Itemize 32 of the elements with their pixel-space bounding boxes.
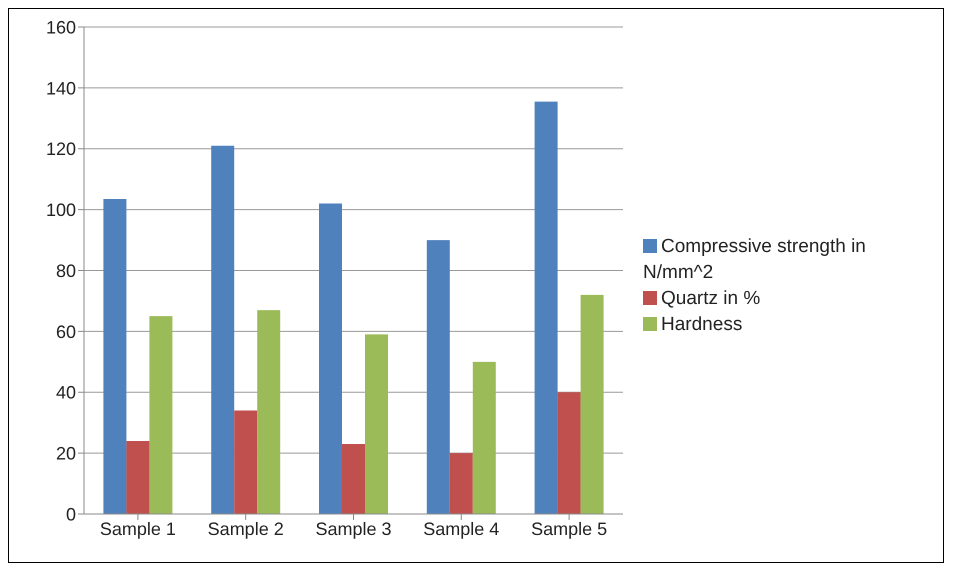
x-tick-label: Sample 3 <box>315 518 392 539</box>
bar <box>365 334 388 514</box>
x-tick-label: Sample 2 <box>208 518 284 539</box>
y-tick-label: 60 <box>56 322 76 342</box>
y-tick-label: 100 <box>46 200 76 220</box>
legend-label: Compressive strength in N/mm^2 <box>643 236 866 282</box>
y-tick-label: 40 <box>56 382 76 403</box>
bar <box>558 392 581 514</box>
y-tick-label: 0 <box>66 504 76 524</box>
x-tick-label: Sample 1 <box>100 518 176 539</box>
y-tick-label: 120 <box>46 139 76 160</box>
x-tick-label: Sample 4 <box>423 518 500 539</box>
bar <box>126 440 150 514</box>
y-tick-label: 160 <box>46 17 76 38</box>
bar <box>234 410 258 514</box>
bar <box>534 102 558 514</box>
bar <box>319 204 342 514</box>
bar <box>257 310 280 514</box>
bar <box>472 362 496 514</box>
bar <box>103 198 126 514</box>
bar <box>211 146 234 514</box>
legend-label: Hardness <box>661 314 742 334</box>
bar <box>450 453 473 514</box>
bar <box>426 240 450 514</box>
y-tick-label: 140 <box>46 78 76 98</box>
bar <box>580 294 604 514</box>
y-tick-label: 80 <box>56 260 76 281</box>
x-tick-label: Sample 5 <box>531 518 608 539</box>
bar <box>342 444 366 514</box>
bar <box>149 316 172 514</box>
legend-label: Quartz in % <box>661 288 760 308</box>
y-tick-label: 20 <box>56 444 76 464</box>
